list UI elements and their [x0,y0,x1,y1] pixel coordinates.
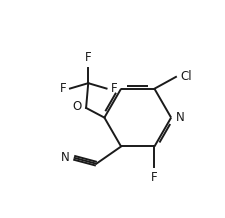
Text: F: F [59,82,66,95]
Text: F: F [110,82,117,95]
Text: Cl: Cl [180,70,191,83]
Text: N: N [60,151,69,164]
Text: O: O [72,100,81,113]
Text: F: F [151,171,157,184]
Text: F: F [85,51,91,64]
Text: N: N [175,111,184,124]
